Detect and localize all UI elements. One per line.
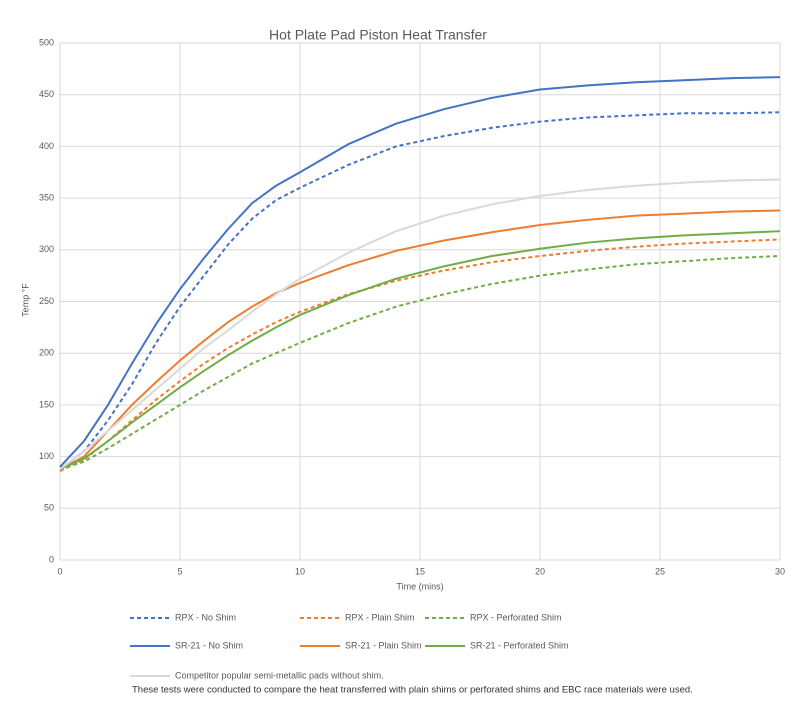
x-tick-label: 30: [775, 566, 785, 576]
footnote: These tests were conducted to compare th…: [132, 685, 693, 696]
series-line: [59, 238, 781, 472]
y-tick-label: 500: [39, 37, 54, 47]
chart-title: Hot Plate Pad Piston Heat Transfer: [269, 27, 487, 43]
x-tick-label: 0: [57, 566, 62, 576]
x-tick-label: 10: [295, 566, 305, 576]
y-tick-label: 450: [39, 89, 54, 99]
y-tick-label: 200: [39, 348, 54, 358]
y-tick-label: 150: [39, 399, 54, 409]
legend-label: Competitor popular semi-metallic pads wi…: [175, 670, 384, 680]
series-line: [59, 178, 781, 470]
x-tick-label: 15: [415, 566, 425, 576]
x-tick-label: 5: [177, 566, 182, 576]
series-line: [59, 209, 781, 470]
y-tick-label: 300: [39, 244, 54, 254]
y-tick-label: 0: [49, 554, 54, 564]
legend-label: RPX - Plain Shim: [345, 612, 415, 622]
legend-label: RPX - No Shim: [175, 612, 236, 622]
legend-label: SR-21 - Perforated Shim: [470, 640, 569, 650]
series-line: [59, 230, 781, 470]
y-tick-label: 400: [39, 141, 54, 151]
y-axis-label: Temp °F: [20, 283, 30, 317]
y-tick-label: 350: [39, 192, 54, 202]
legend-label: RPX - Perforated Shim: [470, 612, 562, 622]
x-tick-label: 20: [535, 566, 545, 576]
series-line: [59, 76, 781, 468]
legend-label: SR-21 - No Shim: [175, 640, 243, 650]
y-tick-label: 50: [44, 503, 54, 513]
x-axis-label: Time (mins): [396, 581, 443, 591]
series-line: [59, 255, 781, 470]
x-tick-label: 25: [655, 566, 665, 576]
legend-label: SR-21 - Plain Shim: [345, 640, 422, 650]
y-tick-label: 250: [39, 296, 54, 306]
series-line: [59, 111, 781, 470]
y-tick-label: 100: [39, 451, 54, 461]
